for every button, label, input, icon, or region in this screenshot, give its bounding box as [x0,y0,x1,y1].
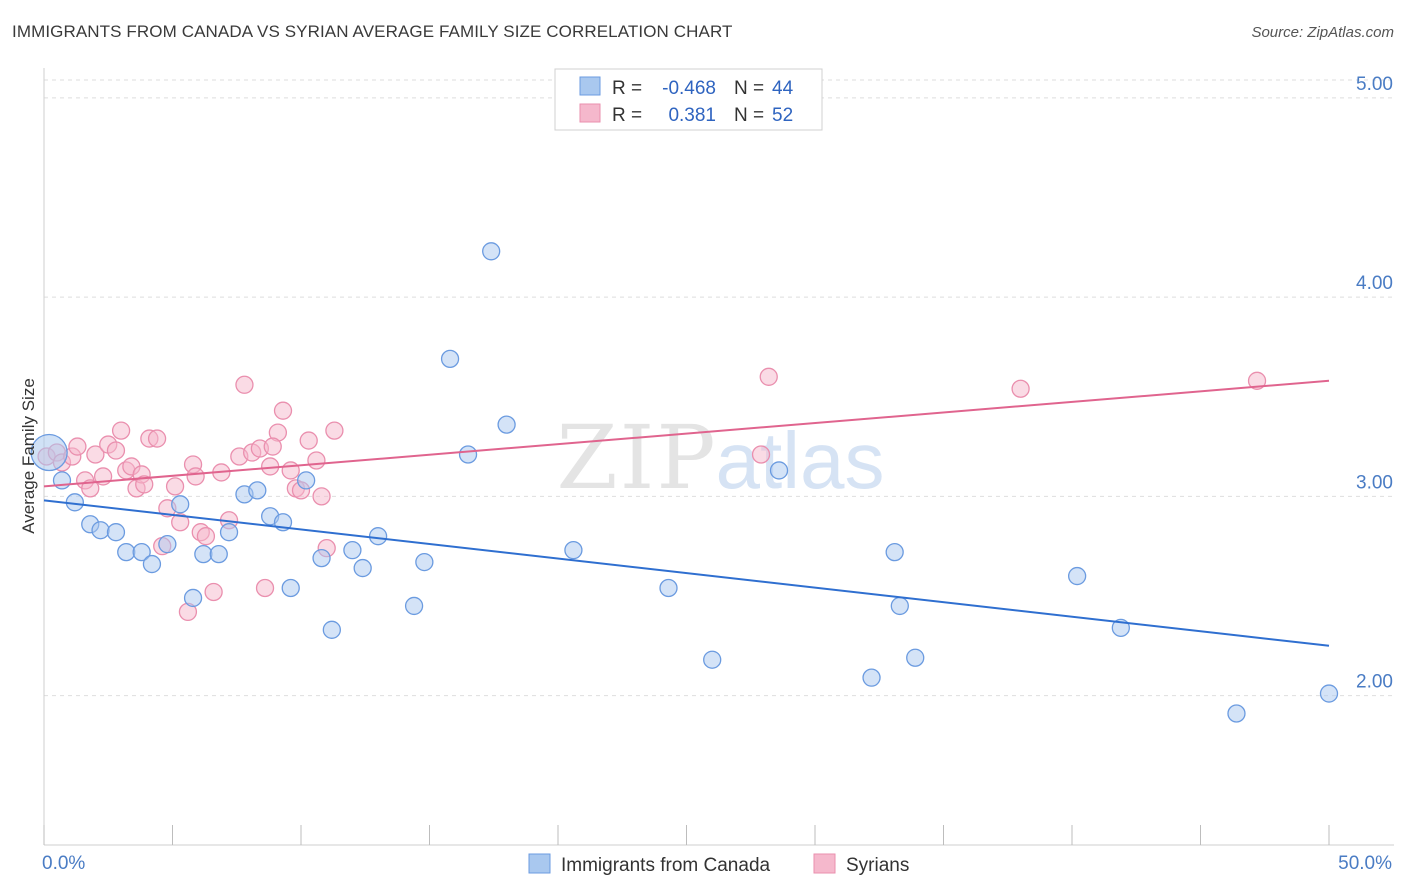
point-canada-43 [1319,684,1339,703]
point-syrians-11 [111,421,131,440]
legend-n-syrians: 52 [772,105,793,126]
point-canada-34 [703,650,722,669]
point-canada-5 [106,523,126,542]
point-canada-27 [415,552,434,572]
point-canada-25 [368,527,388,546]
bottom-legend: Immigrants from Canada Syrians [528,853,909,876]
point-canada-14 [219,523,239,542]
point-syrians-41 [307,451,326,470]
y-tick-label-0: 2.00 [1356,672,1393,693]
point-canada-10 [171,495,190,514]
point-canada-8 [142,554,162,574]
watermark-zip: ZIP [556,406,717,509]
trend-line-canada [43,499,1330,647]
point-canada-4 [91,521,110,540]
point-canada-13 [209,544,228,564]
point-syrians-20 [165,477,185,496]
point-canada-11 [183,588,203,608]
point-canada-12 [194,544,213,564]
bottom-legend-label-syrians: Syrians [846,855,909,876]
point-canada-20 [296,471,316,490]
svg-text:R =: R = [612,105,642,126]
point-syrians-49 [1011,379,1030,398]
point-canada-40 [1067,566,1087,586]
legend-r-syrians: 0.381 [668,105,716,126]
legend-n-canada: 44 [772,78,794,99]
y-tick-label-3: 5.00 [1356,74,1393,95]
source-credit: Source: ZipAtlas.com [1251,24,1394,41]
point-syrians-46 [186,467,205,486]
x-tick-label-min: 0.0% [42,853,85,874]
point-canada-16 [248,481,267,500]
y-axis-label: Average Family Size [19,378,38,534]
point-syrians-37 [281,461,300,480]
bottom-legend-label-canada: Immigrants from Canada [561,855,771,876]
point-syrians-45 [263,437,282,456]
point-canada-6 [117,542,136,562]
point-canada-36 [862,668,881,687]
svg-text:N =: N = [734,105,764,126]
point-syrians-17 [147,429,167,448]
point-canada-26 [404,596,424,616]
point-canada-42 [1227,704,1246,723]
point-canada-7 [132,542,151,562]
svg-text:N =: N = [734,78,764,99]
point-canada-35 [769,461,789,480]
chart-title: IMMIGRANTS FROM CANADA VS SYRIAN AVERAGE… [12,22,733,41]
legend-swatch-syrians [579,103,601,123]
point-syrians-26 [204,582,223,602]
bottom-legend-swatch-canada [528,853,551,874]
y-tick-label-2: 4.00 [1356,273,1393,294]
y-tick-label-1: 3.00 [1356,472,1393,493]
bottom-legend-swatch-syrians [813,853,836,874]
point-syrians-21 [171,513,190,532]
point-syrians-47 [751,445,771,464]
point-canada-23 [343,540,362,560]
watermark-atlas: atlas [716,416,885,505]
legend: R = -0.468 N = 44 R = 0.381 N = 52 [554,68,823,131]
point-syrians-44 [325,421,344,440]
point-canada-38 [890,596,909,616]
point-syrians-40 [299,431,318,450]
point-canada-0 [30,433,68,472]
series-canada-points [30,242,1339,723]
point-syrians-33 [255,578,275,598]
point-canada-9 [158,535,177,554]
point-syrians-36 [273,401,293,420]
point-syrians-30 [235,375,254,394]
point-syrians-51 [135,475,154,494]
point-syrians-50 [1247,371,1267,390]
trend-line-syrians [43,379,1330,488]
point-syrians-10 [106,441,126,460]
point-canada-32 [564,540,583,560]
point-canada-29 [458,445,478,464]
point-canada-31 [497,415,516,434]
point-canada-19 [281,578,300,598]
legend-r-canada: -0.468 [662,78,716,99]
point-canada-21 [312,548,331,568]
point-syrians-7 [86,445,105,464]
point-syrians-6 [81,479,100,498]
point-canada-22 [322,620,341,639]
trend-lines [43,379,1330,647]
point-canada-24 [353,558,372,578]
point-canada-30 [482,242,501,261]
axes [43,68,1394,846]
point-canada-37 [885,542,904,562]
x-tick-label-max: 50.0% [1338,853,1392,874]
point-syrians-4 [68,437,87,456]
point-syrians-25 [196,527,216,546]
legend-swatch-canada [579,76,601,96]
y-tick-labels: 2.00 3.00 4.00 5.00 [1356,74,1393,693]
point-canada-33 [659,578,678,598]
svg-text:R =: R = [612,78,642,99]
point-syrians-42 [312,487,331,506]
point-canada-39 [906,648,925,667]
point-syrians-48 [759,367,778,386]
point-canada-28 [440,349,460,369]
